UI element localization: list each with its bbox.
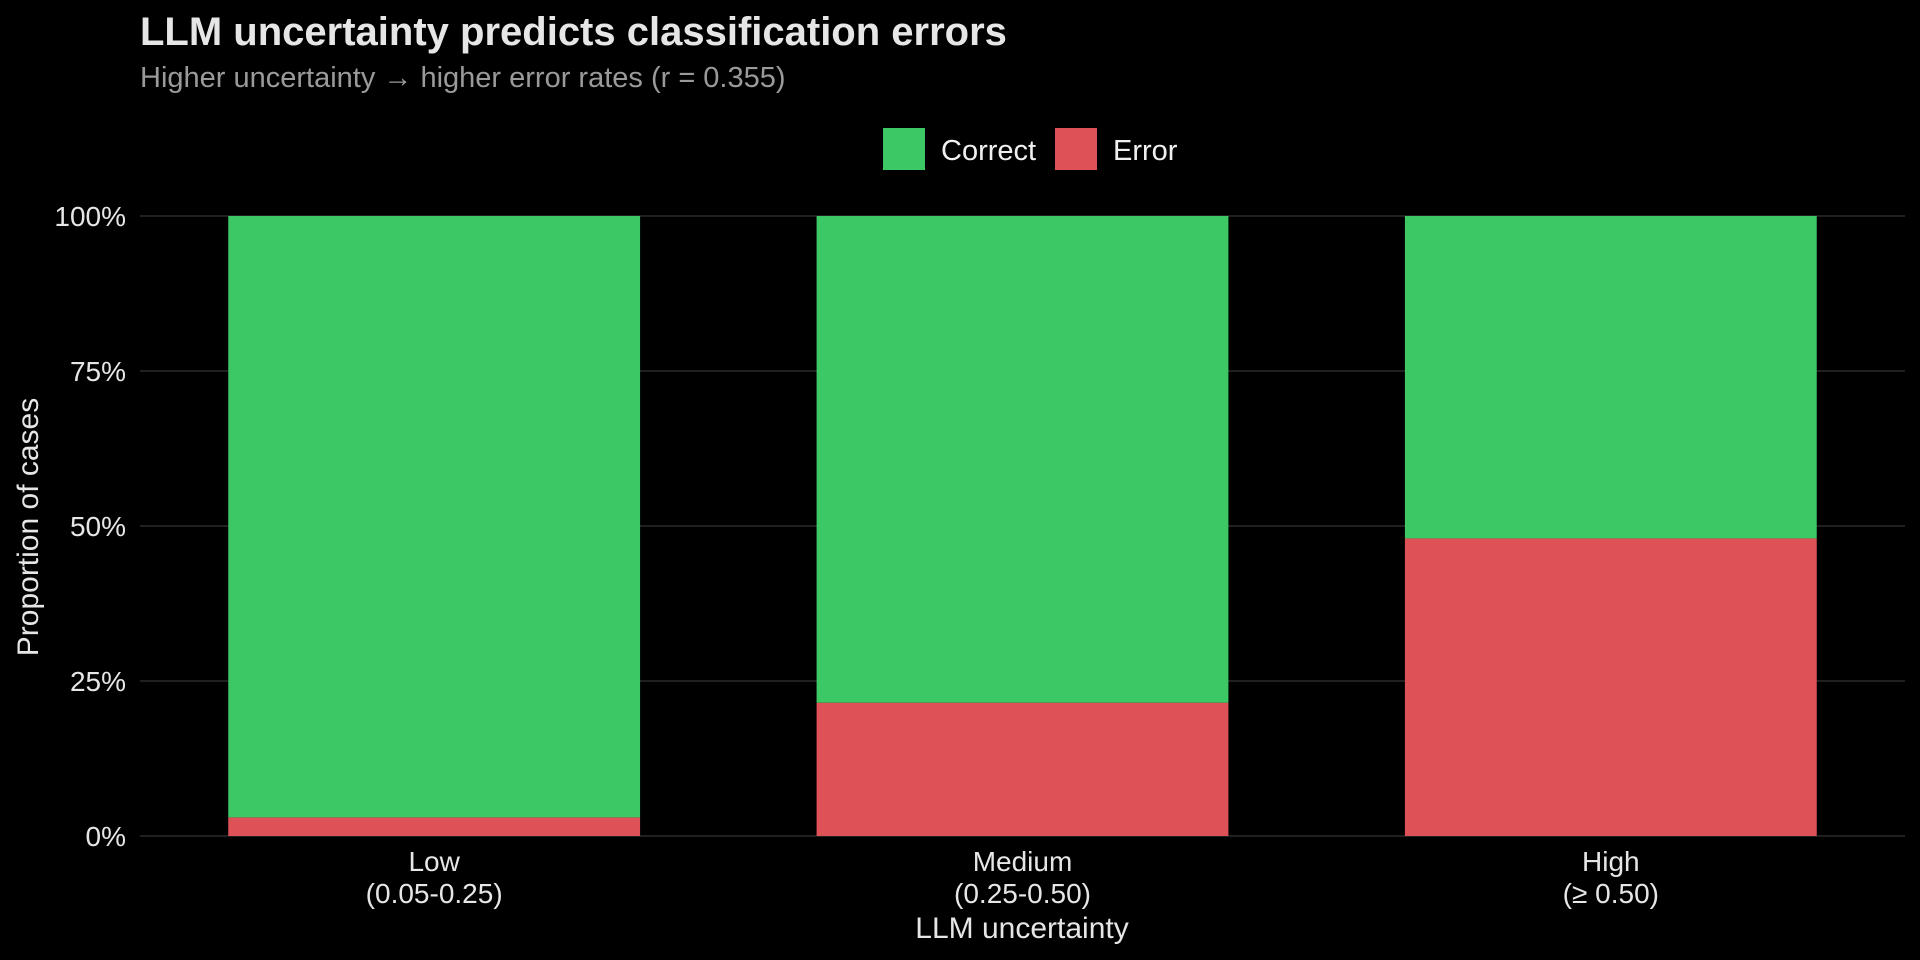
x-tick-label: (≥ 0.50) xyxy=(1563,878,1659,909)
y-axis-ticks: 0% 25% 50% 75% 100% xyxy=(54,201,126,852)
bar-correct-medium xyxy=(816,216,1229,703)
x-axis-ticks: Low(0.05-0.25) Medium(0.25-0.50) High(≥ 0.… xyxy=(366,846,1659,909)
x-tick-label: (0.25-0.50) xyxy=(954,878,1091,909)
x-tick-label: High xyxy=(1582,846,1640,877)
bar-error-low xyxy=(228,817,641,836)
bar-correct-high xyxy=(1404,216,1817,539)
legend-label-error: Error xyxy=(1113,135,1178,167)
x-tick-label: (0.05-0.25) xyxy=(366,878,503,909)
x-tick-label: Low xyxy=(408,846,460,877)
y-tick-label: 50% xyxy=(70,511,126,542)
y-axis-title: Proportion of cases xyxy=(12,398,45,656)
y-tick-label: 75% xyxy=(70,356,126,387)
y-tick-label: 25% xyxy=(70,666,126,697)
x-tick-label: Medium xyxy=(973,846,1073,877)
legend: Correct Error xyxy=(883,128,1178,170)
y-tick-label: 100% xyxy=(54,201,126,232)
chart-title: LLM uncertainty predicts classification … xyxy=(140,10,1007,54)
bar-correct-low xyxy=(228,216,641,818)
chart-subtitle: Higher uncertainty → higher error rates … xyxy=(140,62,786,94)
legend-swatch-error xyxy=(1055,128,1097,170)
bar-error-medium xyxy=(816,702,1229,836)
y-tick-label: 0% xyxy=(86,821,126,852)
legend-swatch-correct xyxy=(883,128,925,170)
bars xyxy=(228,216,1817,836)
bar-error-high xyxy=(1404,538,1817,836)
x-axis-title: LLM uncertainty xyxy=(915,912,1128,945)
legend-label-correct: Correct xyxy=(941,135,1036,167)
